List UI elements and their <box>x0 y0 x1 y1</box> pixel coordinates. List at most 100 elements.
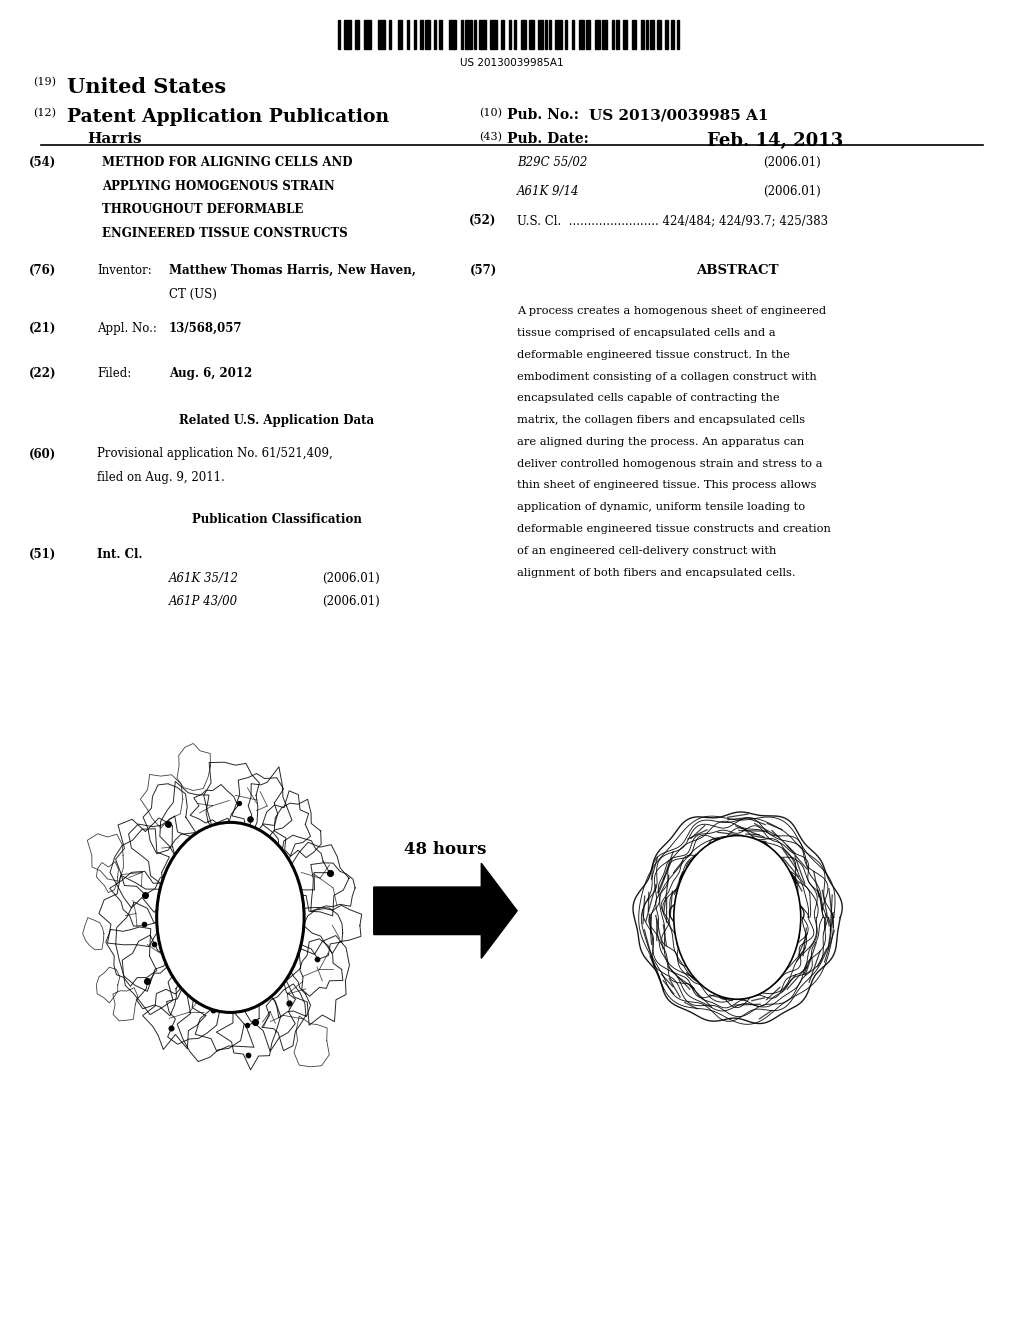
Text: Pub. No.:: Pub. No.: <box>507 108 579 123</box>
Text: Pub. Date:: Pub. Date: <box>507 132 589 147</box>
Bar <box>579 20 584 49</box>
Bar <box>646 20 648 49</box>
Text: Aug. 6, 2012: Aug. 6, 2012 <box>169 367 252 380</box>
Bar <box>439 20 442 49</box>
Bar <box>616 20 620 49</box>
Bar <box>389 20 391 49</box>
Bar <box>509 20 511 49</box>
Text: tissue comprised of encapsulated cells and a: tissue comprised of encapsulated cells a… <box>517 327 776 338</box>
Bar <box>479 20 486 49</box>
Text: Related U.S. Application Data: Related U.S. Application Data <box>179 414 374 428</box>
Bar <box>407 20 409 49</box>
Bar <box>398 20 402 49</box>
Text: (2006.01): (2006.01) <box>323 595 380 609</box>
Bar <box>549 20 551 49</box>
Text: United States: United States <box>67 77 225 96</box>
Circle shape <box>157 822 304 1012</box>
Text: THROUGHOUT DEFORMABLE: THROUGHOUT DEFORMABLE <box>102 203 304 216</box>
Text: Feb. 14, 2013: Feb. 14, 2013 <box>707 132 843 150</box>
Text: A61P 43/00: A61P 43/00 <box>169 595 239 609</box>
Text: ABSTRACT: ABSTRACT <box>696 264 778 277</box>
Bar <box>555 20 562 49</box>
Bar <box>514 20 516 49</box>
Bar <box>565 20 567 49</box>
Bar <box>545 20 547 49</box>
Text: Appl. No.:: Appl. No.: <box>97 322 157 335</box>
Bar <box>434 20 436 49</box>
Text: ENGINEERED TISSUE CONSTRUCTS: ENGINEERED TISSUE CONSTRUCTS <box>102 227 348 240</box>
Text: Harris: Harris <box>87 132 141 147</box>
Bar <box>378 20 385 49</box>
Text: A process creates a homogenous sheet of engineered: A process creates a homogenous sheet of … <box>517 306 826 317</box>
Text: Publication Classification: Publication Classification <box>191 513 361 527</box>
Text: (54): (54) <box>29 156 56 169</box>
Text: (60): (60) <box>29 447 56 461</box>
Text: (10): (10) <box>479 108 502 119</box>
Text: US 20130039985A1: US 20130039985A1 <box>460 58 564 69</box>
Text: Inventor:: Inventor: <box>97 264 152 277</box>
Text: (12): (12) <box>34 108 56 119</box>
Text: 48 hours: 48 hours <box>404 841 486 858</box>
Bar <box>449 20 456 49</box>
Bar <box>420 20 423 49</box>
Text: deformable engineered tissue constructs and creation: deformable engineered tissue constructs … <box>517 524 831 535</box>
Bar <box>671 20 674 49</box>
Text: (19): (19) <box>34 77 56 87</box>
Text: (21): (21) <box>29 322 56 335</box>
Bar <box>425 20 430 49</box>
Text: US 2013/0039985 A1: US 2013/0039985 A1 <box>589 108 768 123</box>
Text: of an engineered cell-delivery construct with: of an engineered cell-delivery construct… <box>517 546 776 556</box>
Bar <box>665 20 668 49</box>
Text: (52): (52) <box>469 214 497 227</box>
Text: 13/568,057: 13/568,057 <box>169 322 243 335</box>
Bar <box>623 20 627 49</box>
Bar <box>586 20 590 49</box>
Bar <box>461 20 463 49</box>
Text: Provisional application No. 61/521,409,: Provisional application No. 61/521,409, <box>97 447 333 461</box>
Bar <box>474 20 476 49</box>
Text: filed on Aug. 9, 2011.: filed on Aug. 9, 2011. <box>97 471 225 484</box>
Text: (43): (43) <box>479 132 502 143</box>
Bar <box>490 20 497 49</box>
Text: thin sheet of engineered tissue. This process allows: thin sheet of engineered tissue. This pr… <box>517 480 816 491</box>
Bar <box>364 20 371 49</box>
Bar <box>465 20 472 49</box>
Text: U.S. Cl.  ........................ 424/484; 424/93.7; 425/383: U.S. Cl. ........................ 424/48… <box>517 214 828 227</box>
Text: alignment of both fibers and encapsulated cells.: alignment of both fibers and encapsulate… <box>517 568 796 578</box>
Text: are aligned during the process. An apparatus can: are aligned during the process. An appar… <box>517 437 805 447</box>
Text: (51): (51) <box>29 548 56 561</box>
Text: (76): (76) <box>29 264 56 277</box>
Bar <box>632 20 636 49</box>
Text: (57): (57) <box>469 264 497 277</box>
Bar <box>650 20 654 49</box>
Text: (2006.01): (2006.01) <box>763 185 820 198</box>
Bar <box>572 20 574 49</box>
Bar <box>657 20 662 49</box>
Bar <box>595 20 600 49</box>
Bar <box>641 20 644 49</box>
Bar <box>529 20 534 49</box>
Bar <box>612 20 614 49</box>
Text: matrix, the collagen fibers and encapsulated cells: matrix, the collagen fibers and encapsul… <box>517 414 805 425</box>
Text: A61K 35/12: A61K 35/12 <box>169 572 239 585</box>
Bar <box>414 20 416 49</box>
Text: Patent Application Publication: Patent Application Publication <box>67 108 389 127</box>
Text: Filed:: Filed: <box>97 367 131 380</box>
Text: A61K 9/14: A61K 9/14 <box>517 185 580 198</box>
Text: deformable engineered tissue construct. In the: deformable engineered tissue construct. … <box>517 350 790 360</box>
Text: embodiment consisting of a collagen construct with: embodiment consisting of a collagen cons… <box>517 372 817 381</box>
Text: (2006.01): (2006.01) <box>323 572 380 585</box>
Bar <box>355 20 359 49</box>
Polygon shape <box>374 863 517 958</box>
Text: (22): (22) <box>29 367 56 380</box>
Text: METHOD FOR ALIGNING CELLS AND: METHOD FOR ALIGNING CELLS AND <box>102 156 353 169</box>
Bar <box>538 20 543 49</box>
Text: Matthew Thomas Harris, New Haven,: Matthew Thomas Harris, New Haven, <box>169 264 416 277</box>
Bar <box>344 20 351 49</box>
Circle shape <box>674 836 801 999</box>
Bar <box>602 20 607 49</box>
Text: encapsulated cells capable of contracting the: encapsulated cells capable of contractin… <box>517 393 779 404</box>
Text: (2006.01): (2006.01) <box>763 156 820 169</box>
Bar <box>338 20 340 49</box>
Bar <box>677 20 679 49</box>
